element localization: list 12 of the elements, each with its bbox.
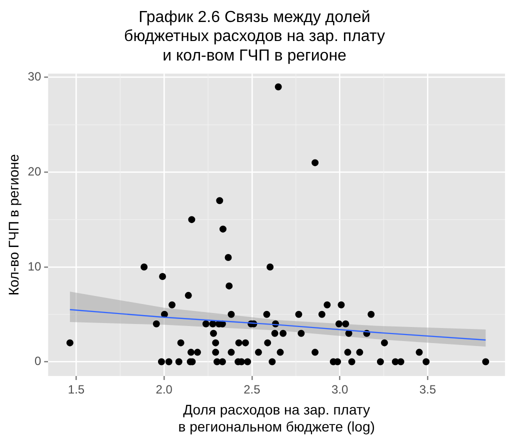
- y-tick-label: 30: [28, 70, 42, 84]
- x-axis-title: Доля расходов на зар. плату в региональном бюджете (log): [178, 402, 375, 434]
- y-axis-title: Кол-во ГЧП в регионе: [5, 154, 22, 296]
- y-tick-label: 0: [34, 354, 42, 368]
- x-tick-label: 3.5: [419, 382, 436, 397]
- chart-title: График 2.6 Связь между долей бюджетных расходов на зар. плату и кол-вом ГЧП в регионе: [124, 9, 385, 64]
- y-tick-label: 20: [28, 164, 42, 178]
- x-tick-label: 1.5: [68, 382, 85, 397]
- x-tick-label: 3.0: [331, 382, 348, 397]
- x-tick-label: 2.0: [156, 382, 173, 397]
- y-tick-label: 10: [28, 259, 42, 274]
- x-tick-label: 2.5: [244, 382, 261, 397]
